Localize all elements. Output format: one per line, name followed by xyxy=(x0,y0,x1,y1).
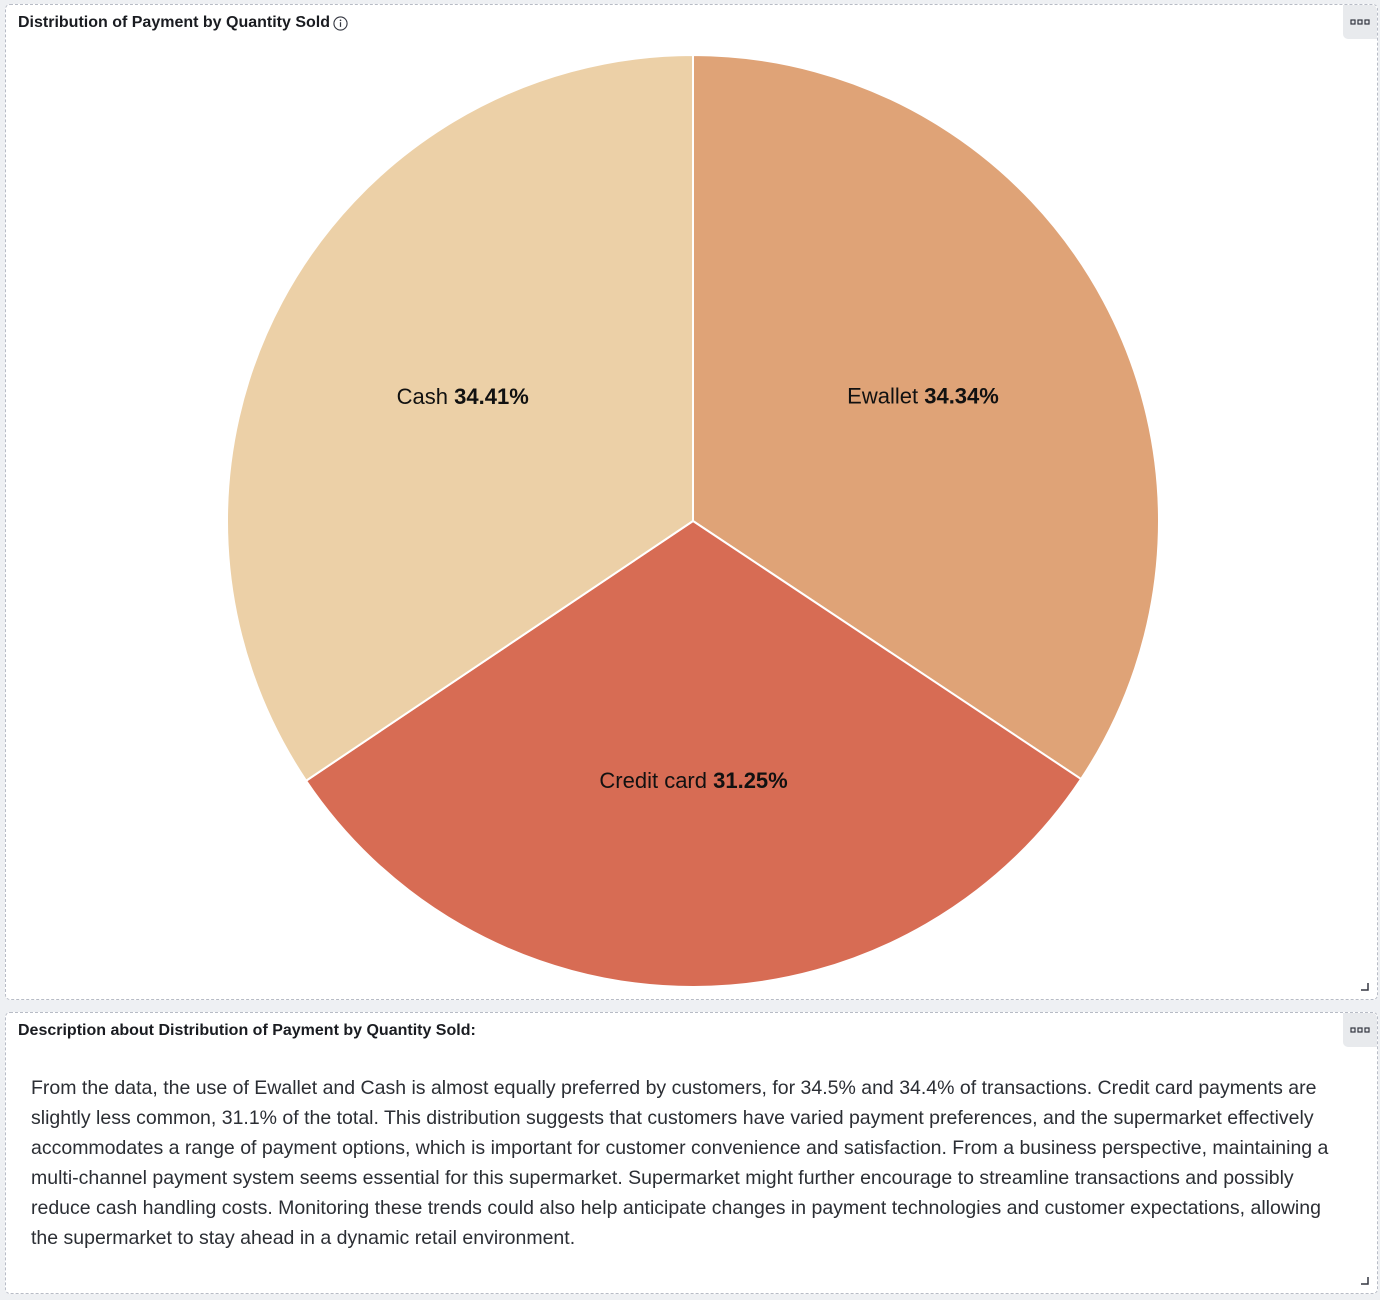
pie-label-ewallet: Ewallet 34.34% xyxy=(847,384,999,409)
chart-panel-title: Distribution of Payment by Quantity Sold xyxy=(18,14,348,32)
chart-panel: Ewallet 34.34% Credit card 31.25% Cash 34.… xyxy=(5,4,1378,1000)
pie-chart: Ewallet 34.34% Credit card 31.25% Cash 34.… xyxy=(226,53,1160,988)
pie-slice-cash[interactable] xyxy=(226,53,694,783)
chart-panel-menu-button[interactable] xyxy=(1343,5,1377,39)
pie-label-credit-card: Credit card 31.25% xyxy=(599,768,787,793)
description-panel: Description about Distribution of Paymen… xyxy=(5,1012,1378,1294)
resize-corner-icon[interactable] xyxy=(1361,1277,1369,1285)
description-text: From the data, the use of Ewallet and Ca… xyxy=(31,1077,1329,1249)
more-options-icon xyxy=(1350,1027,1370,1033)
pie-slice-credit-card[interactable] xyxy=(304,519,1083,988)
description-panel-title: Description about Distribution of Paymen… xyxy=(18,1022,476,1039)
more-options-icon xyxy=(1350,19,1370,25)
info-circle-icon[interactable] xyxy=(333,15,348,31)
chart-title-text: Distribution of Payment by Quantity Sold xyxy=(18,14,331,31)
pie-label-cash: Cash 34.41% xyxy=(397,384,529,409)
resize-corner-icon[interactable] xyxy=(1361,983,1369,991)
description-panel-menu-button[interactable] xyxy=(1343,1013,1377,1047)
